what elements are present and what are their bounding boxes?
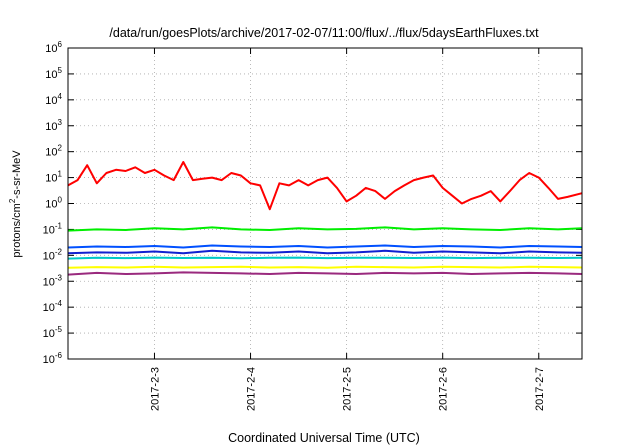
y-tick-exponent: -1	[55, 221, 63, 230]
y-tick-label: 104	[45, 92, 62, 107]
series-line-4	[67, 244, 583, 249]
y-axis-label-prefix: protons/cm	[11, 203, 23, 257]
y-tick-label: 103	[45, 118, 62, 133]
y-tick-exponent: 6	[58, 40, 63, 49]
y-tick-base: 10	[45, 173, 57, 185]
y-axis-label-sup: 2	[8, 198, 17, 203]
y-tick-exponent: 4	[58, 92, 63, 101]
y-tick-label: 102	[45, 144, 62, 159]
y-tick-labels: 10-610-510-410-310-210-11001011021031041…	[43, 40, 63, 366]
series-line-7	[67, 161, 583, 211]
y-tick-base: 10	[43, 354, 55, 366]
y-tick-label: 105	[45, 66, 62, 81]
y-tick-label: 100	[45, 196, 62, 211]
series-line-6	[67, 226, 583, 232]
y-tick-label: 10-2	[43, 247, 63, 262]
y-tick-base: 10	[43, 302, 55, 314]
x-tick-label: 2017-2-6	[438, 367, 450, 411]
series-group	[67, 161, 583, 276]
series-line-5	[67, 249, 583, 255]
y-tick-label: 10-4	[43, 299, 63, 314]
y-tick-base: 10	[45, 95, 57, 107]
y-axis-label-suffix: -s-sr-MeV	[11, 150, 23, 199]
x-tick-label: 2017-2-5	[342, 367, 354, 411]
y-tick-exponent: -4	[55, 299, 63, 308]
y-tick-exponent: -2	[55, 247, 63, 256]
series-line-1	[67, 271, 583, 276]
y-tick-base: 10	[45, 121, 57, 133]
y-tick-label: 10-6	[43, 351, 63, 366]
y-tick-base: 10	[43, 276, 55, 288]
x-axis-label: Coordinated Universal Time (UTC)	[228, 431, 420, 445]
y-tick-exponent: 3	[58, 118, 63, 127]
y-tick-exponent: 1	[58, 170, 63, 179]
x-tick-label: 2017-2-4	[246, 367, 258, 411]
y-tick-label: 10-5	[43, 325, 63, 340]
y-tick-base: 10	[43, 250, 55, 262]
y-axis-label: protons/cm2-s-sr-MeV	[8, 150, 23, 258]
x-tick-label: 2017-2-7	[534, 367, 546, 411]
y-tick-base: 10	[43, 328, 55, 340]
y-tick-base: 10	[45, 43, 57, 55]
y-tick-exponent: 5	[58, 66, 63, 75]
x-tick-label: 2017-2-3	[149, 367, 161, 411]
y-tick-label: 10-1	[43, 221, 63, 236]
y-tick-base: 10	[43, 224, 55, 236]
y-tick-exponent: -3	[55, 273, 63, 282]
y-tick-base: 10	[45, 199, 57, 211]
y-tick-base: 10	[45, 69, 57, 81]
y-tick-exponent: 0	[58, 196, 63, 205]
y-tick-exponent: 2	[58, 144, 63, 153]
plot-frame	[67, 47, 583, 360]
series-line-3	[67, 256, 583, 260]
grid	[68, 47, 582, 360]
y-tick-base: 10	[45, 147, 57, 159]
y-tick-label: 106	[45, 40, 62, 55]
y-tick-exponent: -5	[55, 325, 63, 334]
y-tick-label: 10-3	[43, 273, 63, 288]
x-tick-labels: 2017-2-3 2017-2-4 2017-2-5 2017-2-6 2017-2-7	[149, 367, 545, 411]
y-tick-exponent: -6	[55, 351, 63, 360]
y-tick-label: 101	[45, 170, 62, 185]
series-line-2	[67, 265, 583, 269]
chart-title: /data/run/goesPlots/archive/2017-02-07/1…	[109, 26, 539, 40]
